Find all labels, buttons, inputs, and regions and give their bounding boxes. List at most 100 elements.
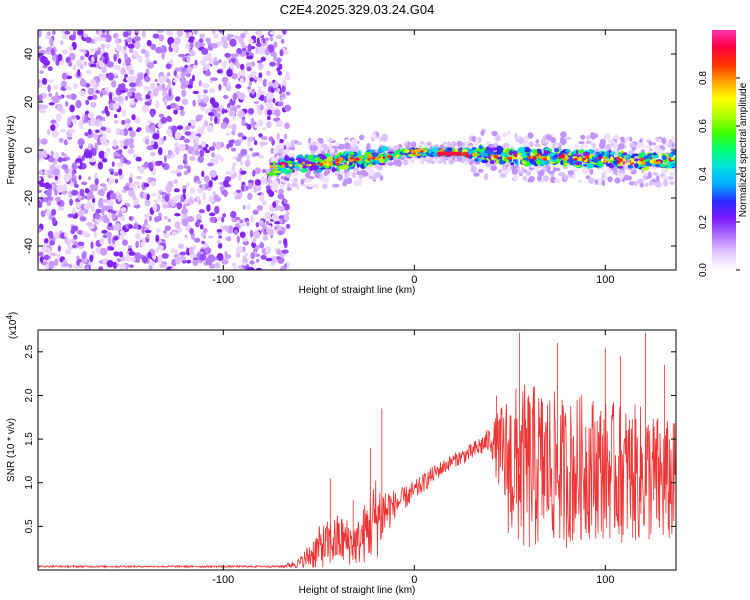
noise-blob <box>200 59 207 66</box>
noise-blob <box>106 148 111 152</box>
colorbar-gradient <box>712 30 736 270</box>
noise-blob <box>229 38 237 47</box>
ridge-halo-blob <box>628 150 635 154</box>
noise-blob <box>152 88 159 97</box>
noise-blob <box>134 41 141 49</box>
noise-blob <box>128 216 133 221</box>
noise-blob <box>158 75 165 84</box>
noise-blob <box>178 105 184 111</box>
ridge-peak-blob <box>562 157 569 161</box>
ridge-peak-blob <box>328 161 334 164</box>
noise-blob <box>100 91 103 98</box>
noise-blob <box>157 123 163 129</box>
noise-blob <box>57 245 62 252</box>
noise-blob <box>121 49 128 54</box>
ridge-halo-blob <box>652 142 656 146</box>
noise-blob <box>247 89 252 94</box>
noise-blob <box>269 61 276 67</box>
spectrogram-x-tick-label: -100 <box>212 274 234 286</box>
noise-blob <box>237 110 245 119</box>
ridge-core-blob <box>298 159 303 164</box>
ridge-halo-blob <box>633 180 638 187</box>
ridge-halo-blob <box>630 171 637 175</box>
noise-blob <box>127 91 133 97</box>
ridge-peak-blob <box>461 153 465 156</box>
noise-blob <box>260 176 267 185</box>
noise-blob <box>55 165 62 170</box>
noise-blob <box>100 126 107 131</box>
noise-blob <box>225 132 230 136</box>
noise-blob <box>241 70 245 78</box>
noise-blob <box>55 113 62 122</box>
noise-blob <box>57 156 63 163</box>
noise-blob <box>249 77 255 82</box>
noise-blob <box>283 133 288 140</box>
noise-blob <box>162 89 168 98</box>
noise-blob <box>270 87 275 94</box>
noise-blob <box>233 264 237 270</box>
ridge-halo-blob <box>646 145 651 149</box>
ridge-halo-blob <box>518 137 525 145</box>
ridge-halo-blob <box>514 132 518 140</box>
spectrogram-x-tick-label: 0 <box>411 274 417 286</box>
noise-blob <box>258 62 264 70</box>
ridge-core-blob <box>378 162 386 166</box>
noise-blob <box>38 45 42 50</box>
ridge-core-blob <box>280 167 285 174</box>
noise-blob <box>56 200 62 206</box>
noise-blob <box>122 109 127 117</box>
ridge-halo-blob <box>322 183 328 190</box>
ridge-halo-blob <box>285 141 290 148</box>
noise-blob <box>38 189 43 193</box>
noise-blob <box>250 214 254 223</box>
noise-blob <box>217 242 223 249</box>
ridge-halo-blob <box>380 136 385 141</box>
ridge-peak-blob <box>346 160 350 165</box>
noise-blob <box>51 208 57 216</box>
noise-blob <box>65 156 70 161</box>
noise-blob <box>240 33 246 39</box>
noise-blob <box>135 232 141 240</box>
noise-blob <box>168 89 172 97</box>
ridge-halo-blob <box>286 187 292 191</box>
noise-blob <box>239 160 244 166</box>
noise-blob <box>87 95 94 101</box>
noise-blob <box>105 231 113 238</box>
ridge-core-blob <box>661 155 667 161</box>
noise-blob <box>102 214 108 219</box>
noise-blob <box>77 241 85 246</box>
noise-blob <box>131 75 137 83</box>
ridge-core-blob <box>478 157 482 162</box>
noise-blob <box>183 30 189 33</box>
noise-blob <box>273 51 277 60</box>
noise-blob <box>189 155 196 161</box>
noise-blob <box>277 205 285 211</box>
noise-blob <box>115 208 120 215</box>
noise-blob <box>64 139 68 146</box>
ridge-peak-blob <box>420 150 424 153</box>
noise-blob <box>98 199 104 208</box>
ridge-core-blob <box>596 162 605 167</box>
noise-blob <box>234 35 239 40</box>
ridge-peak-blob <box>375 156 380 160</box>
noise-blob <box>107 199 114 207</box>
ridge-peak-blob <box>629 158 635 161</box>
noise-blob <box>208 235 214 239</box>
noise-blob <box>95 89 100 94</box>
ridge-halo-blob <box>371 133 377 139</box>
ridge-core-blob <box>299 168 308 173</box>
noise-blob <box>47 169 52 174</box>
noise-blob <box>100 44 106 48</box>
ridge-core-blob <box>668 161 676 164</box>
noise-blob <box>240 63 245 70</box>
noise-blob <box>217 240 221 244</box>
noise-blob <box>112 102 120 110</box>
ridge-peak-blob <box>396 154 400 158</box>
noise-blob <box>38 228 42 233</box>
ridge-peak-blob <box>387 154 392 159</box>
noise-blob <box>207 162 214 167</box>
noise-blob <box>159 263 167 268</box>
noise-blob <box>214 205 220 215</box>
noise-blob <box>38 170 44 175</box>
noise-blob <box>277 230 284 236</box>
